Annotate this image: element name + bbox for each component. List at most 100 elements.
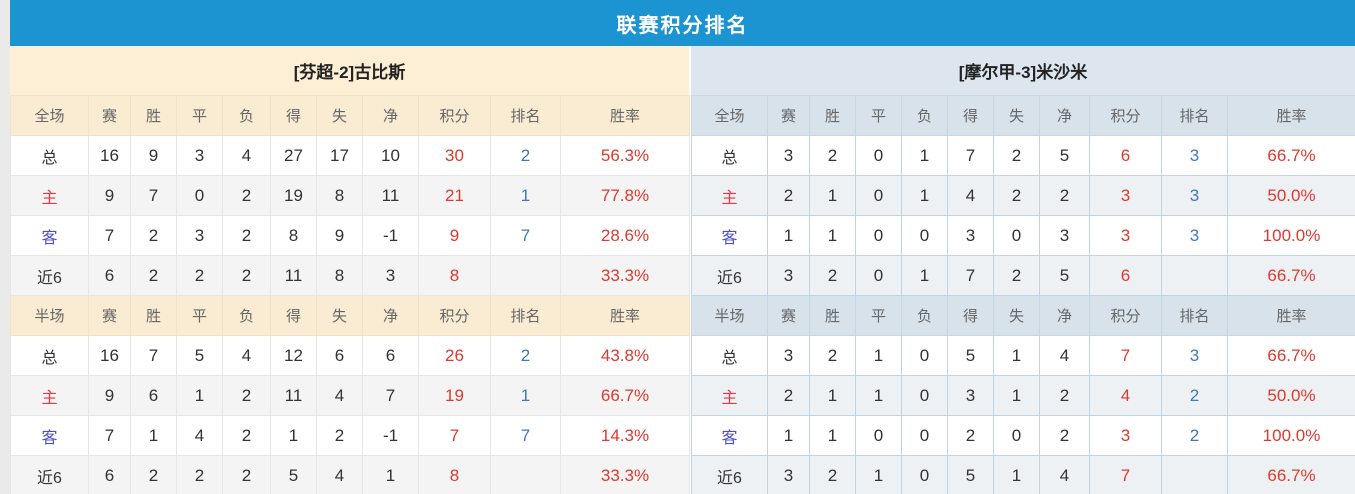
table-row: 总 3 2 1 0 5 1 4 7 3 66.7% <box>691 335 1355 376</box>
column-header-cell: 得 <box>947 295 994 336</box>
stat-cell: 3 <box>1039 215 1090 256</box>
table-row: 主 2 1 0 1 4 2 2 3 3 50.0% <box>691 175 1355 216</box>
stat-cell: 2 <box>809 455 856 494</box>
stat-cell: 1 <box>767 215 810 256</box>
win-rate-cell: 100.0% <box>1227 215 1355 256</box>
win-rate-cell: 56.3% <box>560 135 690 176</box>
stat-cell: 5 <box>176 335 223 376</box>
stat-cell: 0 <box>855 175 902 216</box>
page-left-margin <box>0 0 10 494</box>
stat-cell: 2 <box>809 135 856 176</box>
stat-cell: 4 <box>222 135 271 176</box>
stat-cell: 1 <box>130 415 177 456</box>
stat-cell: 2 <box>767 375 810 416</box>
stat-cell: 8 <box>270 215 317 256</box>
stat-cell: 9 <box>316 215 363 256</box>
stat-cell: 1 <box>993 455 1040 494</box>
column-header-cell: 胜 <box>130 295 177 336</box>
points-cell: 8 <box>418 255 491 296</box>
stat-cell: 3 <box>767 255 810 296</box>
stat-cell: 6 <box>88 255 131 296</box>
stat-cell: 4 <box>222 335 271 376</box>
rank-cell <box>490 255 561 296</box>
win-rate-cell: 100.0% <box>1227 415 1355 456</box>
column-header-cell: 胜率 <box>1227 295 1355 336</box>
rank-cell: 3 <box>1161 175 1228 216</box>
stat-cell: 8 <box>316 255 363 296</box>
column-header-cell: 平 <box>176 95 223 136</box>
stat-cell: 2 <box>947 415 994 456</box>
win-rate-cell: 43.8% <box>560 335 690 376</box>
row-label: 客 <box>10 215 89 256</box>
stat-cell: 6 <box>362 335 419 376</box>
stat-cell: 1 <box>901 255 948 296</box>
column-header-cell: 胜率 <box>1227 95 1355 136</box>
points-cell: 26 <box>418 335 491 376</box>
column-header-cell: 赛 <box>767 95 810 136</box>
points-cell: 30 <box>418 135 491 176</box>
rank-cell: 2 <box>1161 375 1228 416</box>
home-team-name: [芬超-2]古比斯 <box>10 46 689 95</box>
stat-cell: 1 <box>176 375 223 416</box>
row-label: 总 <box>10 135 89 176</box>
stat-cell: 2 <box>222 255 271 296</box>
section-header-row: 全场赛胜平负得失净积分 排名 胜率 <box>10 95 690 136</box>
row-label: 客 <box>691 415 768 456</box>
column-header-cell: 负 <box>901 95 948 136</box>
stat-cell: 7 <box>362 375 419 416</box>
stat-cell: 2 <box>222 215 271 256</box>
row-label: 客 <box>10 415 89 456</box>
win-rate-cell: 33.3% <box>560 455 690 494</box>
stat-cell: 0 <box>855 255 902 296</box>
stat-cell: 2 <box>130 255 177 296</box>
stat-cell: 3 <box>767 135 810 176</box>
section-header-row: 半场赛胜平负得失净积分 排名 胜率 <box>10 295 690 336</box>
stat-cell: 0 <box>901 375 948 416</box>
row-label: 主 <box>691 375 768 416</box>
row-label: 主 <box>10 175 89 216</box>
points-cell: 3 <box>1089 175 1162 216</box>
points-cell: 9 <box>418 215 491 256</box>
table-row: 客 1 1 0 0 2 0 2 3 2 100.0% <box>691 415 1355 456</box>
stat-cell: 1 <box>855 335 902 376</box>
points-cell: 19 <box>418 375 491 416</box>
column-header-cell: 失 <box>993 95 1040 136</box>
row-label: 总 <box>691 335 768 376</box>
column-header-cell: 排名 <box>1161 295 1228 336</box>
column-header-cell: 赛 <box>88 95 131 136</box>
stat-cell: 2 <box>1039 175 1090 216</box>
stat-cell: 19 <box>270 175 317 216</box>
stat-cell: 0 <box>993 415 1040 456</box>
stat-cell: 8 <box>316 175 363 216</box>
stat-cell: 5 <box>1039 135 1090 176</box>
table-row: 近6 6 2 2 2 11 8 3 8 33.3% <box>10 255 690 296</box>
win-rate-cell: 66.7% <box>560 375 690 416</box>
column-header-cell: 平 <box>176 295 223 336</box>
stat-cell: 11 <box>362 175 419 216</box>
stat-cell: 0 <box>176 175 223 216</box>
table-row: 近6 3 2 0 1 7 2 5 6 66.7% <box>691 255 1355 296</box>
stat-cell: 27 <box>270 135 317 176</box>
table-row: 总 16 7 5 4 12 6 6 26 2 43.8% <box>10 335 690 376</box>
stat-cell: -1 <box>362 415 419 456</box>
column-header-cell: 平 <box>855 95 902 136</box>
stat-cell: 7 <box>88 415 131 456</box>
stat-cell: 1 <box>855 375 902 416</box>
row-label: 主 <box>691 175 768 216</box>
stat-cell: -1 <box>362 215 419 256</box>
away-team-stats-table: 全场赛胜平负得失净积分 排名 胜率总 3 2 0 1 7 2 5 6 3 66.7% 主 2 1 0 1 4 2 2 3 3… <box>691 95 1355 494</box>
stat-cell: 1 <box>993 335 1040 376</box>
stat-cell: 3 <box>947 215 994 256</box>
rank-cell: 2 <box>490 135 561 176</box>
stat-cell: 2 <box>316 415 363 456</box>
column-header-cell: 净 <box>362 95 419 136</box>
win-rate-cell: 66.7% <box>1227 135 1355 176</box>
home-team-table: [芬超-2]古比斯 全场赛胜平负得失净积分 排名 胜率总 16 9 3 4 27 17 10 30 2… <box>10 46 690 494</box>
win-rate-cell: 66.7% <box>1227 335 1355 376</box>
rank-cell: 1 <box>490 175 561 216</box>
stat-cell: 16 <box>88 335 131 376</box>
points-cell: 3 <box>1089 215 1162 256</box>
stat-cell: 9 <box>88 375 131 416</box>
stat-cell: 2 <box>809 335 856 376</box>
stat-cell: 3 <box>362 255 419 296</box>
